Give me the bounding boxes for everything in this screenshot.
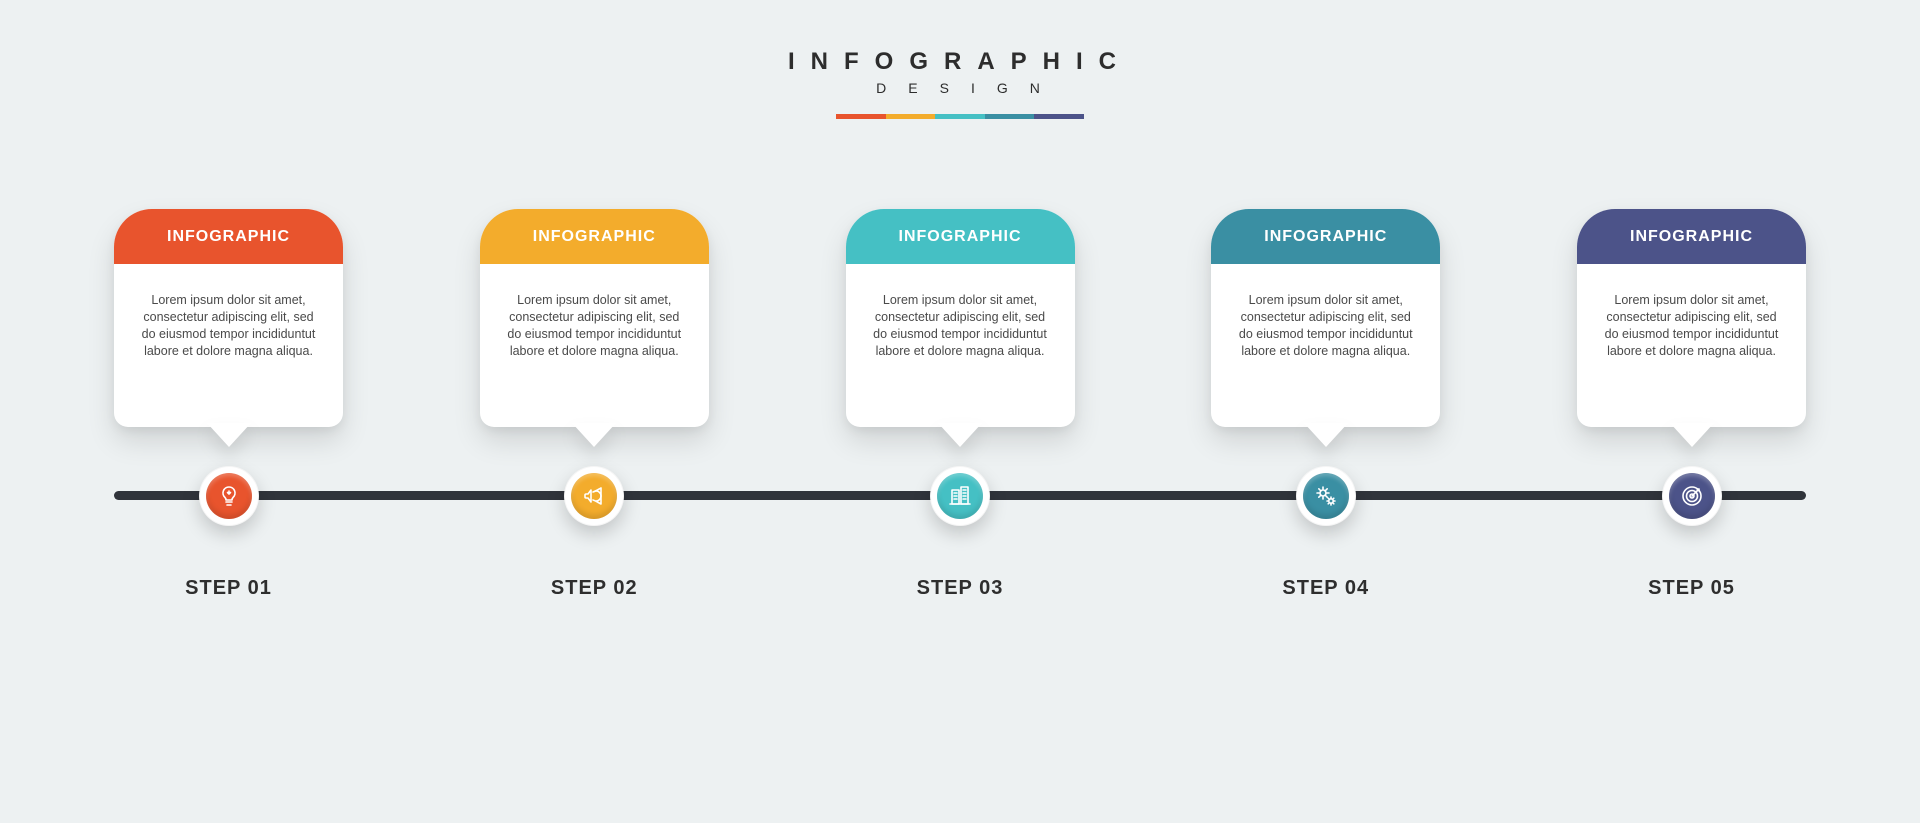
accent-swatch [1034, 114, 1084, 119]
accent-swatch [836, 114, 886, 119]
gears-icon [1303, 473, 1349, 519]
steps-row: INFOGRAPHIC Lorem ipsum dolor sit amet, … [114, 209, 1806, 649]
step-01: INFOGRAPHIC Lorem ipsum dolor sit amet, … [114, 209, 343, 649]
lightbulb-icon [206, 473, 252, 519]
step-card: INFOGRAPHIC Lorem ipsum dolor sit amet, … [846, 209, 1075, 427]
step-card: INFOGRAPHIC Lorem ipsum dolor sit amet, … [1577, 209, 1806, 427]
step-card: INFOGRAPHIC Lorem ipsum dolor sit amet, … [1211, 209, 1440, 427]
card-body-text: Lorem ipsum dolor sit amet, consectetur … [846, 264, 1075, 360]
header: INFOGRAPHIC DESIGN [788, 48, 1132, 119]
card-heading: INFOGRAPHIC [1211, 209, 1440, 264]
step-05: INFOGRAPHIC Lorem ipsum dolor sit amet, … [1577, 209, 1806, 649]
timeline-node [1296, 466, 1356, 526]
step-label: STEP 03 [846, 577, 1075, 600]
card-body-text: Lorem ipsum dolor sit amet, consectetur … [480, 264, 709, 360]
card-heading: INFOGRAPHIC [480, 209, 709, 264]
megaphone-icon [571, 473, 617, 519]
step-card: INFOGRAPHIC Lorem ipsum dolor sit amet, … [480, 209, 709, 427]
step-03: INFOGRAPHIC Lorem ipsum dolor sit amet, … [846, 209, 1075, 649]
timeline-node [1662, 466, 1722, 526]
timeline-node [930, 466, 990, 526]
step-label: STEP 05 [1577, 577, 1806, 600]
page-subtitle: DESIGN [788, 80, 1132, 96]
accent-swatch [886, 114, 936, 119]
card-body-text: Lorem ipsum dolor sit amet, consectetur … [1211, 264, 1440, 360]
card-heading: INFOGRAPHIC [846, 209, 1075, 264]
building-icon [937, 473, 983, 519]
step-02: INFOGRAPHIC Lorem ipsum dolor sit amet, … [480, 209, 709, 649]
step-label: STEP 02 [480, 577, 709, 600]
page-title: INFOGRAPHIC [788, 48, 1132, 76]
accent-swatch [985, 114, 1035, 119]
step-label: STEP 01 [114, 577, 343, 600]
card-body-text: Lorem ipsum dolor sit amet, consectetur … [1577, 264, 1806, 360]
step-card: INFOGRAPHIC Lorem ipsum dolor sit amet, … [114, 209, 343, 427]
target-icon [1669, 473, 1715, 519]
card-heading: INFOGRAPHIC [114, 209, 343, 264]
card-heading: INFOGRAPHIC [1577, 209, 1806, 264]
step-label: STEP 04 [1211, 577, 1440, 600]
step-04: INFOGRAPHIC Lorem ipsum dolor sit amet, … [1211, 209, 1440, 649]
timeline-node [564, 466, 624, 526]
accent-color-bar [836, 114, 1084, 119]
accent-swatch [935, 114, 985, 119]
card-body-text: Lorem ipsum dolor sit amet, consectetur … [114, 264, 343, 360]
timeline: INFOGRAPHIC Lorem ipsum dolor sit amet, … [114, 209, 1806, 649]
timeline-node [199, 466, 259, 526]
